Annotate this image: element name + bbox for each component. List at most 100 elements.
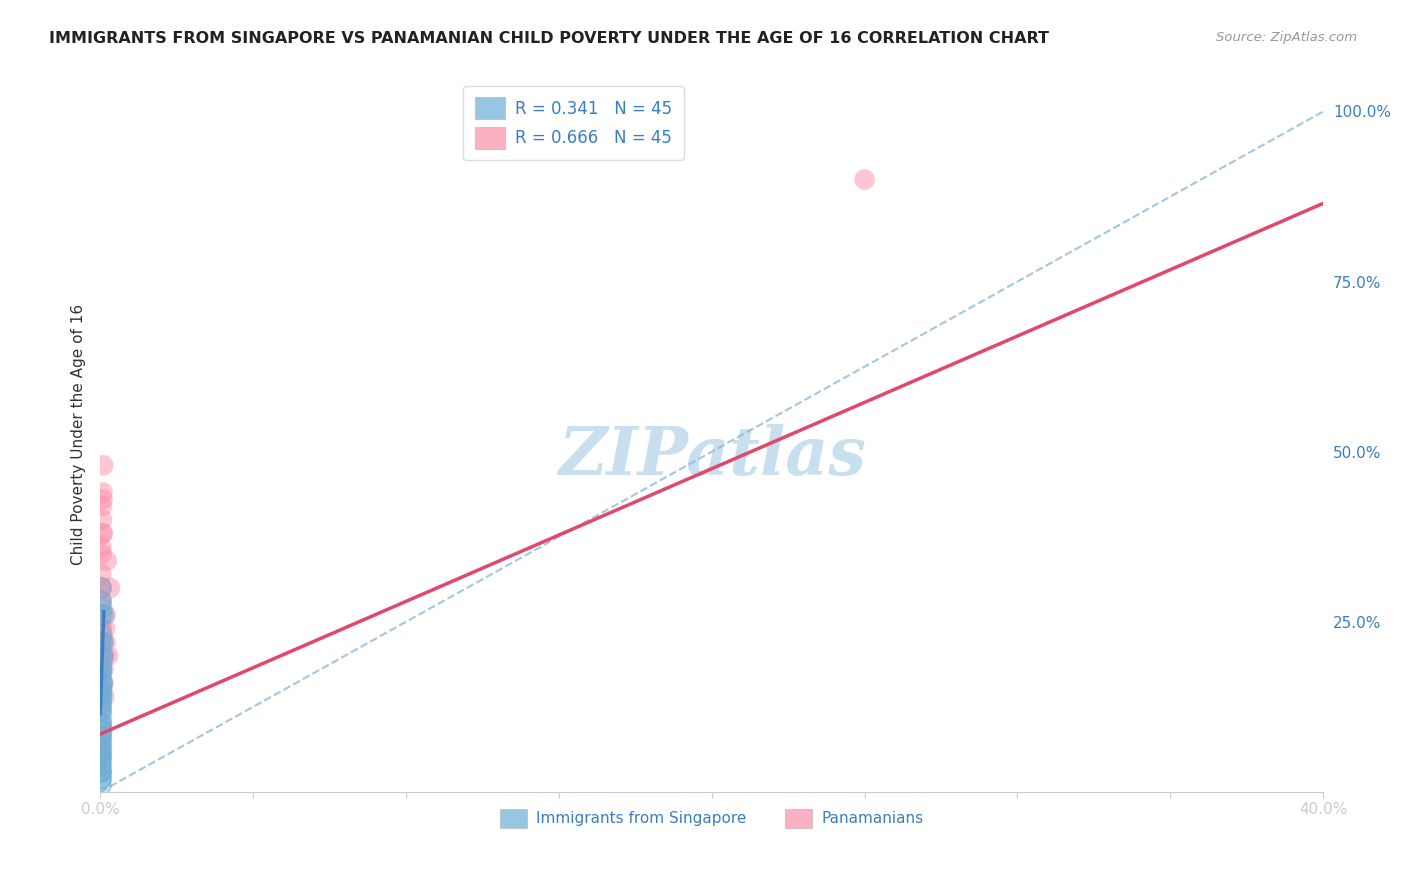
Point: [91, 622, 114, 636]
Point: [90, 723, 112, 738]
Point: [90, 690, 112, 704]
Point: [90, 717, 112, 731]
Point: [91, 635, 114, 649]
Point: [90, 601, 112, 615]
Point: [90, 751, 112, 765]
Point: [91, 648, 114, 663]
Point: [91, 635, 114, 649]
Point: [90, 581, 112, 595]
Point: [90, 744, 112, 758]
Point: [90, 663, 112, 677]
Point: [90, 723, 112, 738]
Point: [91, 676, 114, 690]
Point: [91, 676, 114, 690]
Point: [90, 540, 112, 554]
Point: [90, 669, 112, 683]
Point: [90, 607, 112, 622]
Point: [90, 737, 112, 751]
Point: [90, 682, 112, 697]
Point: [93, 690, 115, 704]
Point: [90, 676, 112, 690]
Point: [90, 772, 112, 786]
Point: [98, 581, 121, 595]
Point: [90, 567, 112, 582]
Point: [90, 751, 112, 765]
Point: [90, 764, 112, 779]
Legend: Immigrants from Singapore, Panamanians: Immigrants from Singapore, Panamanians: [494, 803, 929, 834]
Point: [90, 731, 112, 745]
Point: [90, 676, 112, 690]
Point: [90, 757, 112, 772]
Point: [90, 628, 112, 642]
Point: [90, 635, 112, 649]
Point: [90, 731, 112, 745]
Point: [90, 772, 112, 786]
Point: [91, 607, 114, 622]
Point: [90, 744, 112, 758]
Point: [90, 764, 112, 779]
Point: [90, 717, 112, 731]
Point: [90, 703, 112, 717]
Y-axis label: Child Poverty Under the Age of 16: Child Poverty Under the Age of 16: [72, 304, 86, 566]
Point: [90, 772, 112, 786]
Point: [90, 601, 112, 615]
Point: [90, 744, 112, 758]
Point: [90, 622, 112, 636]
Point: [90, 697, 112, 711]
Point: [90, 635, 112, 649]
Point: [91, 492, 114, 507]
Point: [90, 635, 112, 649]
Point: [94, 635, 117, 649]
Point: [90, 764, 112, 779]
Point: [90, 594, 112, 608]
Point: [94, 607, 117, 622]
Point: [90, 710, 112, 724]
Point: [853, 172, 876, 186]
Point: [90, 717, 112, 731]
Point: [90, 690, 112, 704]
Point: [90, 703, 112, 717]
Point: [93, 663, 115, 677]
Text: Source: ZipAtlas.com: Source: ZipAtlas.com: [1216, 31, 1357, 45]
Point: [90, 764, 112, 779]
Point: [90, 737, 112, 751]
Point: [90, 594, 112, 608]
Point: [90, 697, 112, 711]
Point: [90, 744, 112, 758]
Point: [91, 485, 114, 500]
Point: [90, 663, 112, 677]
Point: [91, 513, 114, 527]
Point: [90, 751, 112, 765]
Point: [90, 581, 112, 595]
Point: [90, 778, 112, 792]
Point: [90, 731, 112, 745]
Point: [90, 648, 112, 663]
Point: [90, 682, 112, 697]
Point: [97, 648, 120, 663]
Point: [90, 731, 112, 745]
Point: [90, 648, 112, 663]
Point: [94, 622, 117, 636]
Point: [91, 648, 114, 663]
Point: [91, 676, 114, 690]
Point: [90, 594, 112, 608]
Point: [91, 458, 114, 473]
Point: [90, 648, 112, 663]
Point: [90, 757, 112, 772]
Point: [91, 635, 114, 649]
Point: [90, 744, 112, 758]
Text: ZIPatlas: ZIPatlas: [558, 424, 866, 489]
Point: [93, 648, 115, 663]
Point: [90, 663, 112, 677]
Point: [90, 663, 112, 677]
Point: [90, 607, 112, 622]
Point: [90, 717, 112, 731]
Point: [90, 731, 112, 745]
Point: [90, 682, 112, 697]
Point: [90, 710, 112, 724]
Point: [91, 526, 114, 541]
Point: [90, 757, 112, 772]
Point: [90, 656, 112, 670]
Point: [90, 628, 112, 642]
Point: [90, 607, 112, 622]
